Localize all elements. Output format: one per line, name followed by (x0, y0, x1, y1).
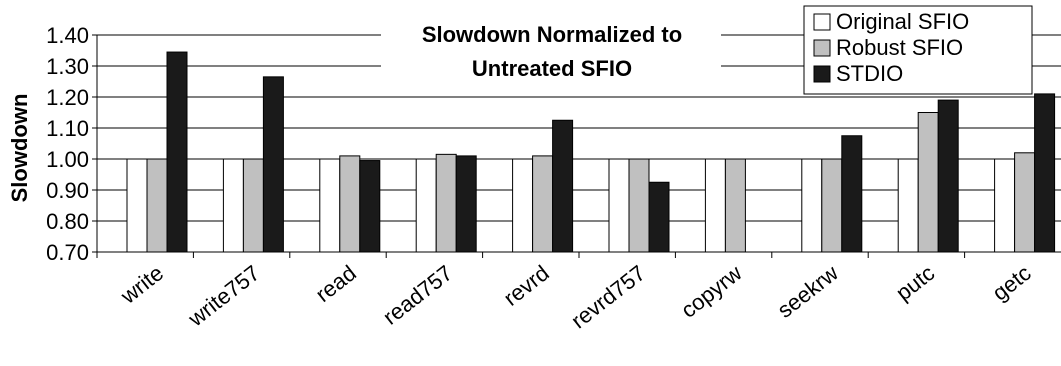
y-tick-label: 0.80 (46, 209, 89, 234)
x-tick-label: write757 (183, 260, 265, 332)
bar (608, 158, 630, 253)
bar (897, 158, 919, 253)
bar (319, 158, 341, 253)
legend-box (803, 5, 1033, 95)
x-tick-label: revrd (499, 260, 554, 311)
bars (126, 51, 1056, 253)
chart-title-line: Untreated SFIO (472, 56, 632, 81)
x-tick-label: revrd757 (566, 260, 650, 333)
x-tick-label: read757 (378, 260, 457, 329)
y-tick-label: 0.70 (46, 240, 89, 265)
bar (222, 158, 244, 253)
bar (552, 119, 574, 253)
y-tick-label: 1.00 (46, 147, 89, 172)
bar (415, 158, 437, 253)
bar (455, 155, 477, 253)
legend-swatch (813, 39, 831, 57)
y-tick-label: 1.20 (46, 85, 89, 110)
legend-label: Original SFIO (836, 9, 969, 34)
bar (1034, 93, 1056, 253)
chart-title-background (381, 16, 721, 86)
x-tick-label: seekrw (773, 260, 843, 323)
y-tick-label: 1.40 (46, 23, 89, 48)
bar (628, 158, 650, 253)
bar (126, 158, 148, 253)
chart-title-line: Slowdown Normalized to (422, 22, 682, 47)
bar (166, 51, 188, 253)
y-axis-title: Slowdown (7, 94, 32, 203)
y-tick-label: 1.10 (46, 116, 89, 141)
x-tick-label: putc (891, 260, 939, 305)
bar (801, 158, 823, 253)
bar (512, 158, 534, 253)
bar (242, 158, 264, 253)
bar (917, 112, 939, 253)
bar (704, 158, 726, 253)
bar (648, 181, 670, 253)
bar (821, 158, 843, 253)
legend-label: Robust SFIO (836, 35, 963, 60)
bar (435, 153, 457, 253)
x-tick-label: copyrw (676, 260, 746, 323)
legend-swatch (813, 65, 831, 83)
legend-swatch (813, 13, 831, 31)
legend-label: STDIO (836, 61, 903, 86)
bar (1014, 152, 1036, 253)
bar (262, 76, 284, 253)
bar (532, 155, 554, 253)
x-tick-label: write (115, 260, 168, 309)
bar (937, 99, 959, 253)
bar (994, 158, 1016, 253)
y-tick-label: 1.30 (46, 54, 89, 79)
chart-title: Slowdown Normalized to Untreated SFIO (381, 16, 721, 86)
bar (359, 160, 381, 253)
bar (146, 158, 168, 253)
x-tick-label: getc (988, 260, 1036, 305)
bar (841, 135, 863, 253)
x-tick-label: read (311, 260, 361, 307)
bar (339, 155, 361, 253)
bar (724, 158, 746, 253)
y-tick-label: 0.90 (46, 178, 89, 203)
